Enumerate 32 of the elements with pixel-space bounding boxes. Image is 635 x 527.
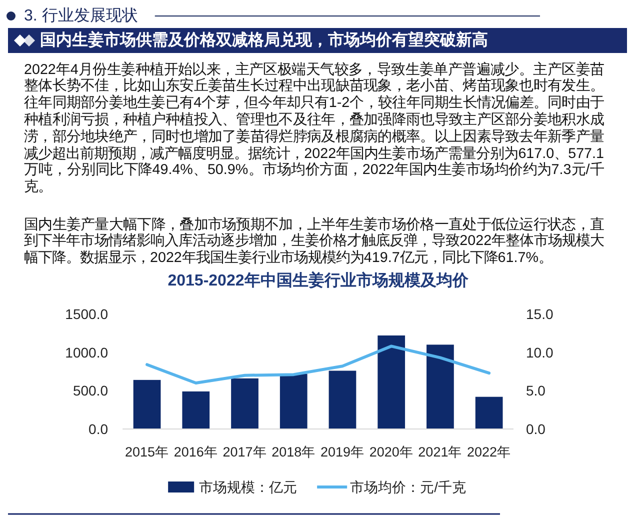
bar [231,378,258,429]
x-tick-label: 2021年 [418,444,462,460]
y-tick-label: 0.0 [88,421,108,437]
y-tick-label: 1000.0 [65,344,108,360]
chart-subtitle: 国内生姜市场供需及价格双减格局兑现，市场均价有望突破新高 [40,30,488,49]
x-tick-label: 2022年 [467,444,512,460]
bar [475,396,503,429]
bar [426,344,454,429]
x-tick-label: 2020年 [369,444,414,460]
x-tick-label: 2017年 [222,444,267,460]
text: 国内生姜产量大幅下降，叠加市场预期不加，上半年生姜市场价格一直处于低位运行状态，直到下半年市场情绪影响入库活动逐步增加，生姜价格才触底反弹，导致2022年整体市场规模大幅下降。数据显示，2022年我国生姜行业市场规模约为419.7亿元，同比下降61.7%。 [24,216,604,267]
y-tick-label: 500.0 [72,382,108,399]
line-series [146,344,491,384]
x-tick-label: 2019年 [320,444,365,460]
legend-label: 市场规模：亿元 [199,479,298,495]
chart-title: 2015-2022年中国生姜行业市场规模及均价 [168,270,470,290]
legend-label: 市场均价：元/千克 [350,479,466,495]
bar [328,370,356,429]
x-tick-label: 2018年 [272,444,316,460]
y2-tick-label: 10.0 [526,344,554,360]
text: 2022年4月份生姜种植开始以来，主产区极端天气较多，导致生姜单产普遍减少。主产区姜苗整体长势不佳，比如山东安丘姜苗生长过程中出现缺苗现象，老小苗、烤苗现象也时有发生。往年同期部分姜地生姜已有4个芽，但今年却只有1-2个，较往年同期生长情况偏差。同时由于种植利润亏损，种植户种植投入、管理也不及往年，叠加强降雨也导致主产区部分姜地积水成涝，部分地块绝产，同时也增加了姜苗得烂脖病及根腐病的概率。以上因素导致去年新季产量减少超出前期预期，减产幅度明显。据统计，2022年国内生姜市场产需量分别为617.0、577.1万吨，分别同比下降49.4%、50.9%。市场均价方面，2022年国内生姜市场均价约为7.3元/千克。 [24,62,604,196]
bar [280,374,308,429]
bar [133,380,161,429]
bar [378,335,406,429]
y2-tick-label: 0.0 [526,421,546,437]
x-tick-label: 2015年 [125,444,170,460]
y2-tick-label: 5.0 [526,382,546,399]
bar [182,391,210,429]
x-tick-label: 2016年 [174,444,218,460]
y2-tick-label: 15.0 [526,306,554,322]
text: 3. 行业发展现状 [24,6,138,24]
y-tick-label: 1500.0 [65,306,108,322]
